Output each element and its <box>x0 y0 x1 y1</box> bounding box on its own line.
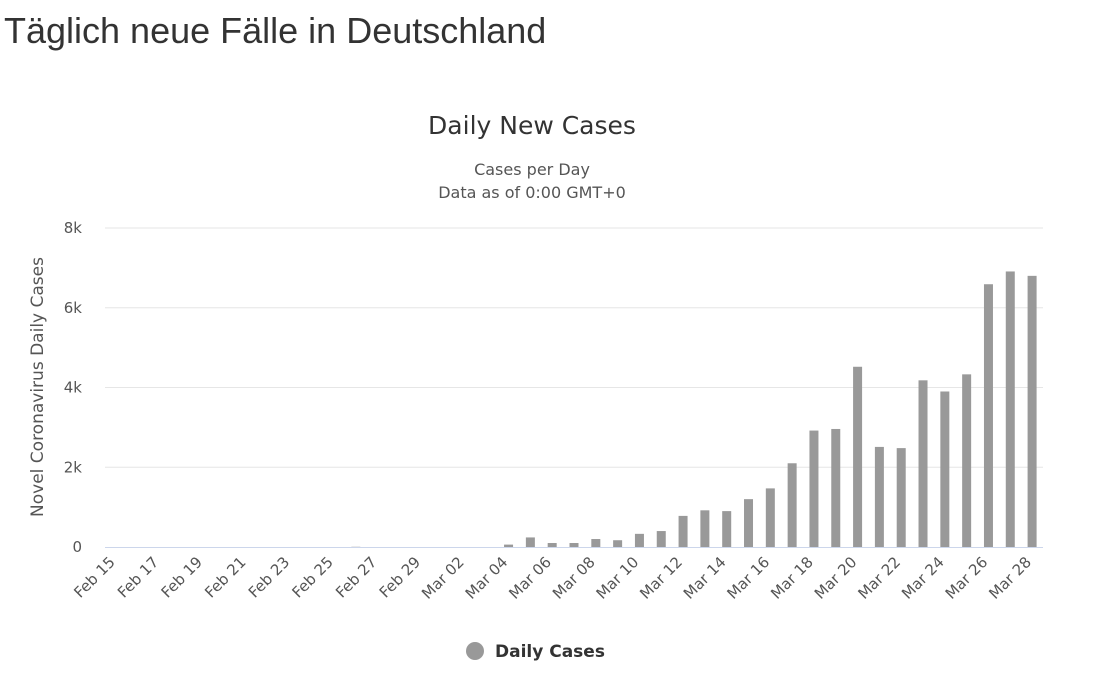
bar[interactable] <box>722 511 732 547</box>
x-tick-label: Mar 26 <box>942 553 992 603</box>
bar[interactable] <box>547 543 557 547</box>
bar[interactable] <box>569 543 579 547</box>
x-tick-label: Feb 15 <box>70 553 118 601</box>
x-tick-label: Mar 04 <box>462 553 512 603</box>
bar[interactable] <box>634 533 644 547</box>
x-tick-label: Feb 17 <box>114 553 162 601</box>
chart-subtitle-line-1: Cases per Day <box>474 160 590 179</box>
bar[interactable] <box>1005 271 1015 547</box>
x-tick-label: Feb 21 <box>201 553 249 601</box>
bars <box>351 271 1037 547</box>
legend-label-daily-cases[interactable]: Daily Cases <box>495 642 605 662</box>
x-tick-label: Mar 06 <box>505 553 555 603</box>
y-tick-label: 2k <box>64 458 83 476</box>
bar[interactable] <box>744 499 754 547</box>
bar[interactable] <box>853 366 863 547</box>
x-tick-label: Mar 18 <box>767 553 817 603</box>
chart-subtitle-line-2: Data as of 0:00 GMT+0 <box>438 183 626 202</box>
bar[interactable] <box>1027 275 1037 547</box>
x-tick-label: Feb 25 <box>288 553 336 601</box>
bar[interactable] <box>613 540 623 547</box>
bar[interactable] <box>700 510 710 547</box>
y-tick-label: 8k <box>64 219 83 237</box>
bar[interactable] <box>525 537 535 547</box>
bar[interactable] <box>787 463 797 547</box>
bar[interactable] <box>656 531 666 547</box>
y-tick-label: 4k <box>64 379 83 397</box>
x-tick-label: Feb 29 <box>376 553 424 601</box>
y-tick-label: 0 <box>72 538 82 556</box>
x-tick-label: Mar 10 <box>593 553 643 603</box>
x-tick-label: Mar 16 <box>724 553 774 603</box>
bar[interactable] <box>918 380 928 547</box>
bar[interactable] <box>809 430 819 547</box>
bar[interactable] <box>896 448 906 547</box>
x-tick-label: Feb 19 <box>158 553 206 601</box>
bar[interactable] <box>831 428 841 547</box>
bar[interactable] <box>504 544 514 547</box>
y-axis-ticks: 0 2k 4k 6k 8k <box>64 219 83 556</box>
bar[interactable] <box>940 391 950 547</box>
x-tick-label: Mar 28 <box>985 553 1035 603</box>
legend[interactable]: Daily Cases <box>466 642 605 662</box>
y-tick-label: 6k <box>64 299 83 317</box>
page-heading: Täglich neue Fälle in Deutschland <box>4 10 547 51</box>
bar[interactable] <box>678 515 688 547</box>
bar[interactable] <box>591 539 601 547</box>
grid-lines <box>105 227 1043 468</box>
x-tick-label: Mar 08 <box>549 553 599 603</box>
legend-marker-daily-cases <box>466 642 484 660</box>
bar[interactable] <box>874 446 884 547</box>
chart-title: Daily New Cases <box>428 111 636 140</box>
bar[interactable] <box>983 284 993 547</box>
x-tick-label: Mar 12 <box>636 553 686 603</box>
bar[interactable] <box>962 374 972 547</box>
x-tick-label: Mar 20 <box>811 553 861 603</box>
x-tick-label: Mar 02 <box>418 553 468 603</box>
x-tick-label: Mar 14 <box>680 553 730 603</box>
x-tick-label: Feb 27 <box>332 553 380 601</box>
x-tick-label: Mar 22 <box>854 553 904 603</box>
bar[interactable] <box>765 488 775 547</box>
x-tick-label: Feb 23 <box>245 553 293 601</box>
y-axis-label: Novel Coronavirus Daily Cases <box>28 257 48 517</box>
x-tick-label: Mar 24 <box>898 553 948 603</box>
